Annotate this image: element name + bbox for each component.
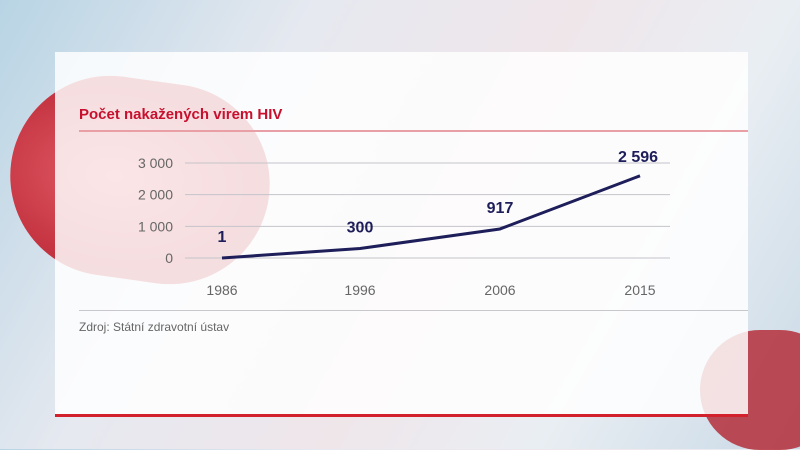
y-tick-label: 1 000 xyxy=(138,218,173,234)
data-label: 300 xyxy=(347,220,374,237)
x-tick-label: 2006 xyxy=(484,282,515,298)
chart-source: Zdroj: Státní zdravotní ústav xyxy=(79,320,230,334)
line-chart: 0 1 000 2 000 3 000 1986 1996 2006 2015 1 300 917 2… xyxy=(138,149,670,298)
title-divider xyxy=(79,130,748,132)
y-tick-label: 2 000 xyxy=(138,187,173,203)
chart-panel: Počet nakažených virem HIV 0 1 000 2 000 3 … xyxy=(55,52,748,417)
data-label: 917 xyxy=(487,200,514,217)
data-label: 2 596 xyxy=(618,149,658,166)
chart-title: Počet nakažených virem HIV xyxy=(79,106,283,123)
x-tick-label: 2015 xyxy=(624,282,655,298)
x-tick-label: 1996 xyxy=(344,282,375,298)
data-label: 1 xyxy=(218,229,227,246)
x-tick-label: 1986 xyxy=(206,282,237,298)
y-tick-label: 0 xyxy=(165,250,173,266)
y-tick-label: 3 000 xyxy=(138,155,173,171)
source-divider xyxy=(79,310,748,311)
series-line xyxy=(221,174,641,260)
